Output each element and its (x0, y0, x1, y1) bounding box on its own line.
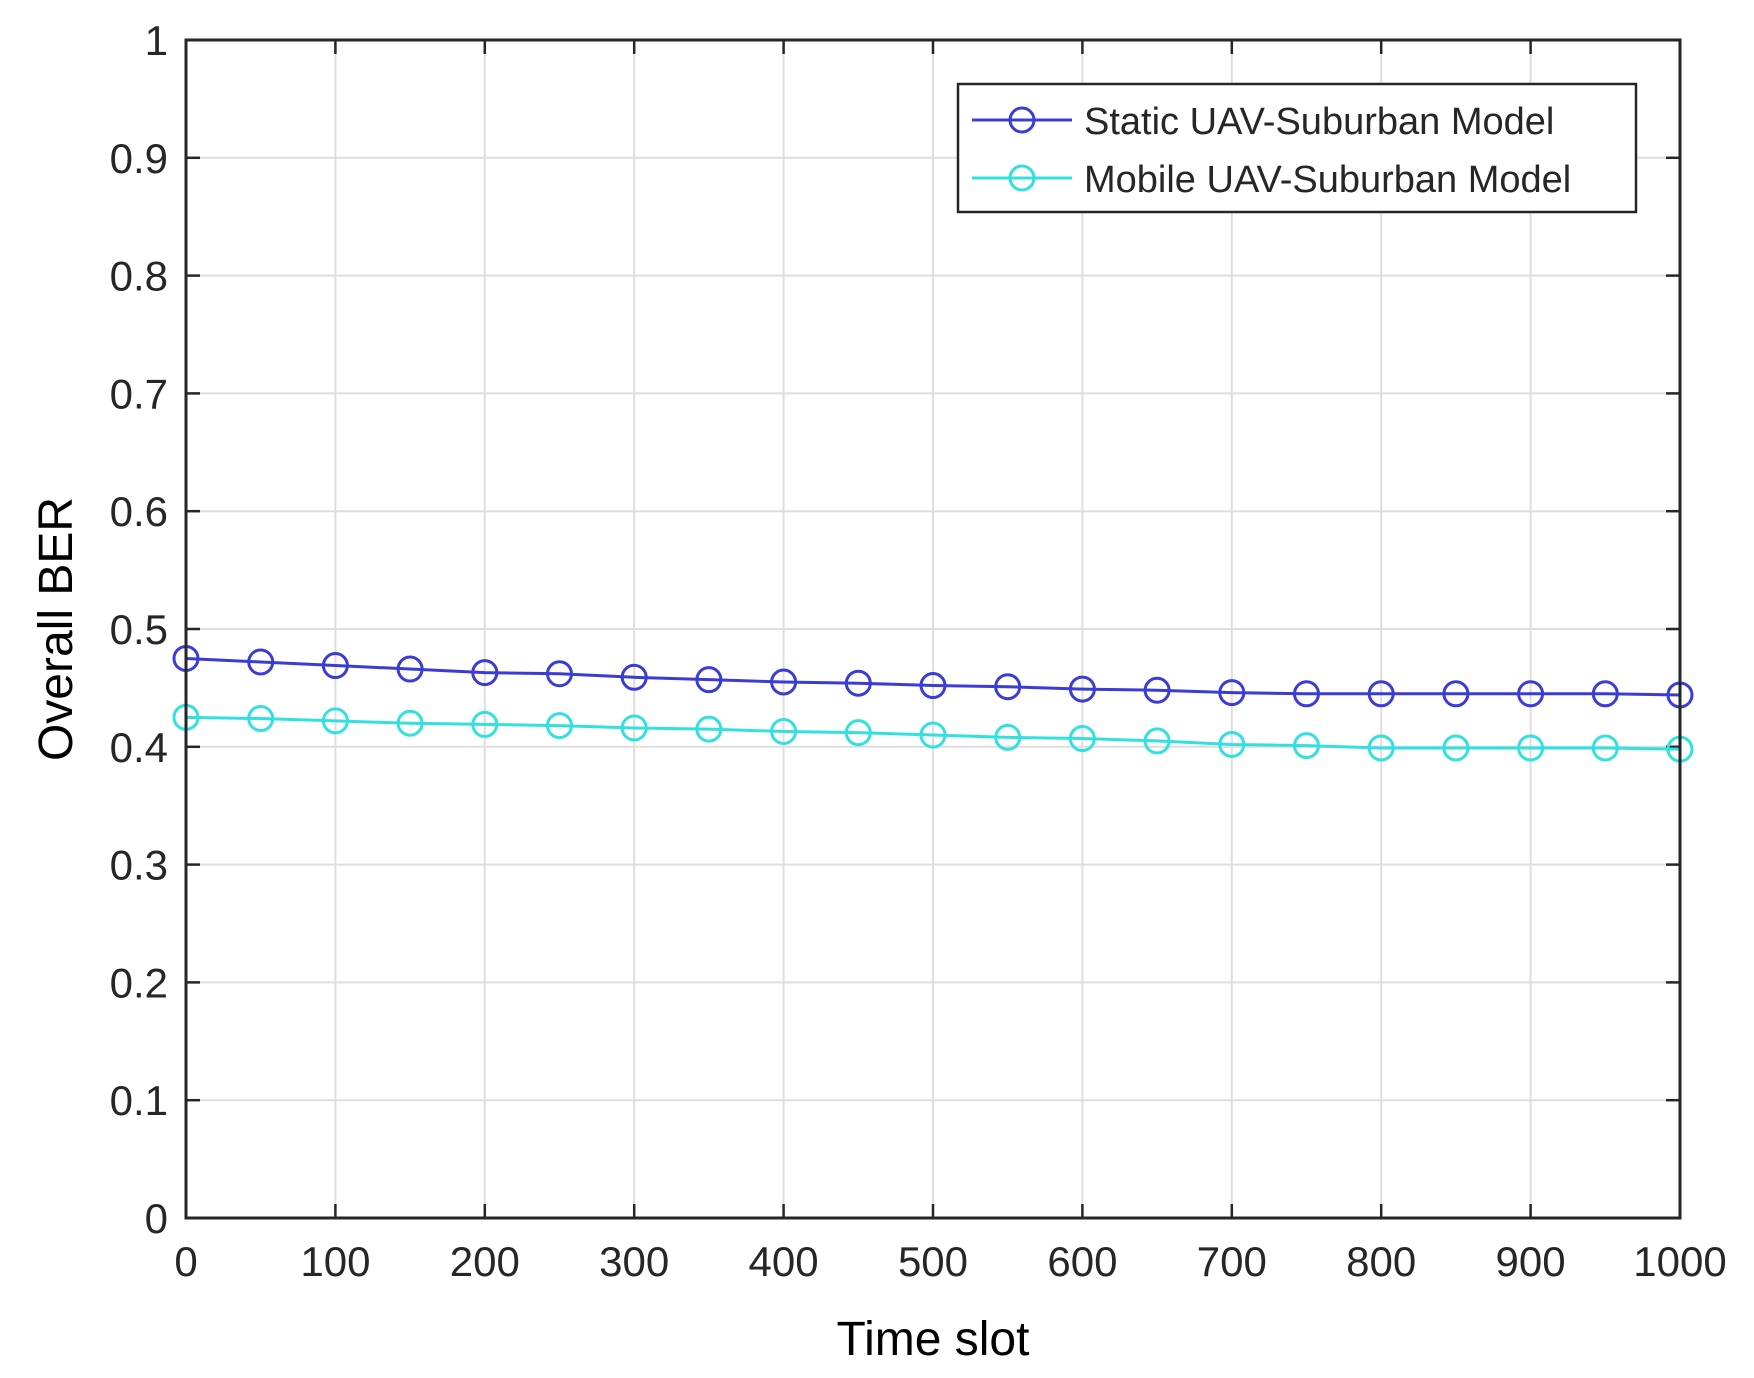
data-point (396, 655, 424, 683)
data-point (1442, 734, 1470, 762)
data-point (695, 715, 723, 743)
y-tick-label: 1 (145, 17, 168, 64)
data-point (1143, 727, 1171, 755)
y-tick-label: 0.2 (110, 959, 168, 1006)
data-point (1068, 725, 1096, 753)
data-point (1591, 734, 1619, 762)
data-point (1367, 680, 1395, 708)
series-line (185, 715, 1681, 751)
series-static (172, 644, 1694, 709)
data-point (1218, 679, 1246, 707)
legend-marker-mobile (1008, 164, 1036, 192)
data-point (321, 707, 349, 735)
y-tick-label: 0.4 (110, 724, 168, 771)
data-point (247, 648, 275, 676)
data-point (1218, 730, 1246, 758)
y-tick-label: 0.5 (110, 606, 168, 653)
data-point (1442, 680, 1470, 708)
data-point (620, 663, 648, 691)
x-tick-label: 600 (1047, 1238, 1117, 1285)
data-point (546, 660, 573, 688)
x-tick-label: 200 (450, 1238, 520, 1285)
data-point (321, 652, 349, 680)
data-point (770, 717, 798, 745)
data-point (695, 666, 723, 694)
y-tick-labels: 0 0.1 0.2 0.3 0.4 0.5 0.6 0.7 0.8 0.9 1 (110, 17, 168, 1242)
x-tick-label: 700 (1197, 1238, 1267, 1285)
data-point (994, 723, 1022, 751)
y-tick-label: 0 (145, 1195, 168, 1242)
data-point (1367, 734, 1395, 762)
data-point (1068, 675, 1096, 703)
data-point (919, 672, 947, 700)
x-tick-label: 800 (1346, 1238, 1416, 1285)
data-point (1517, 734, 1545, 762)
data-point (770, 668, 798, 696)
data-point (546, 712, 573, 740)
y-tick-label: 0.8 (110, 253, 168, 300)
x-tick-labels: 0 100 200 300 400 500 600 700 800 900 1000 (174, 1238, 1726, 1285)
data-point (620, 714, 648, 742)
data-point (919, 721, 947, 749)
x-tick-label: 500 (898, 1238, 968, 1285)
y-tick-label: 0.6 (110, 488, 168, 535)
x-tick-label: 900 (1496, 1238, 1566, 1285)
y-tick-label: 0.3 (110, 842, 168, 889)
data-point (844, 719, 872, 747)
x-tick-label: 300 (599, 1238, 669, 1285)
data-point (471, 659, 499, 687)
legend: Static UAV-Suburban Model Mobile UAV-Sub… (956, 82, 1638, 214)
legend-marker-static (1008, 106, 1036, 134)
data-point (396, 709, 424, 737)
data-point (844, 669, 872, 697)
data-point (1143, 676, 1171, 704)
x-tick-label: 100 (300, 1238, 370, 1285)
data-point (1591, 680, 1619, 708)
data-point (1293, 680, 1320, 708)
x-tick-label: 1000 (1633, 1238, 1726, 1285)
data-point (1293, 732, 1320, 760)
x-tick-label: 400 (749, 1238, 819, 1285)
data-point (471, 710, 499, 738)
legend-box (956, 82, 1638, 214)
y-tick-label: 0.7 (110, 370, 168, 417)
legend-label-mobile: Mobile UAV-Suburban Model (1084, 159, 1571, 201)
y-tick-label: 0.9 (110, 135, 168, 182)
x-tick-label: 0 (174, 1238, 197, 1285)
y-axis-label: Overall BER (30, 497, 83, 761)
data-point (247, 705, 275, 733)
y-tick-label: 0.1 (110, 1077, 168, 1124)
series-line (185, 656, 1681, 697)
plot-frame (184, 38, 1682, 1220)
x-axis-label: Time slot (837, 1313, 1030, 1366)
data-point (994, 673, 1022, 701)
legend-label-static: Static UAV-Suburban Model (1084, 101, 1554, 143)
data-point (1517, 680, 1545, 708)
